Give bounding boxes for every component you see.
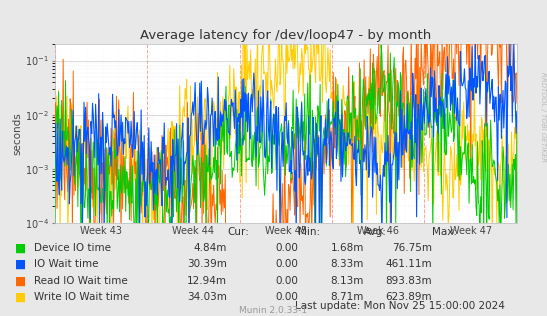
Text: 461.11m: 461.11m [386,259,432,270]
Text: 623.89m: 623.89m [386,292,432,302]
Text: 1.68m: 1.68m [330,243,364,253]
Text: 8.71m: 8.71m [330,292,364,302]
Text: Cur:: Cur: [227,227,249,237]
Text: 12.94m: 12.94m [187,276,227,286]
Text: 4.84m: 4.84m [194,243,227,253]
Text: ■: ■ [15,274,26,288]
Text: ■: ■ [15,241,26,255]
Text: Device IO time: Device IO time [34,243,112,253]
Text: IO Wait time: IO Wait time [34,259,99,270]
Text: 0.00: 0.00 [275,276,298,286]
Text: Read IO Wait time: Read IO Wait time [34,276,128,286]
Y-axis label: seconds: seconds [12,112,22,155]
Text: 8.13m: 8.13m [330,276,364,286]
Text: Write IO Wait time: Write IO Wait time [34,292,130,302]
Text: ■: ■ [15,291,26,304]
Text: 0.00: 0.00 [275,243,298,253]
Text: 893.83m: 893.83m [386,276,432,286]
Text: 34.03m: 34.03m [187,292,227,302]
Text: ■: ■ [15,258,26,271]
Text: 0.00: 0.00 [275,259,298,270]
Text: 76.75m: 76.75m [392,243,432,253]
Text: Munin 2.0.33-1: Munin 2.0.33-1 [240,307,307,315]
Text: Min:: Min: [298,227,320,237]
Text: RRDTOOL / TOBI OETIKER: RRDTOOL / TOBI OETIKER [540,72,546,162]
Text: 30.39m: 30.39m [187,259,227,270]
Text: 8.33m: 8.33m [330,259,364,270]
Text: Last update: Mon Nov 25 15:00:00 2024: Last update: Mon Nov 25 15:00:00 2024 [295,301,505,311]
Text: 0.00: 0.00 [275,292,298,302]
Title: Average latency for /dev/loop47 - by month: Average latency for /dev/loop47 - by mon… [140,29,432,42]
Text: Max:: Max: [432,227,457,237]
Text: Avg:: Avg: [364,227,387,237]
